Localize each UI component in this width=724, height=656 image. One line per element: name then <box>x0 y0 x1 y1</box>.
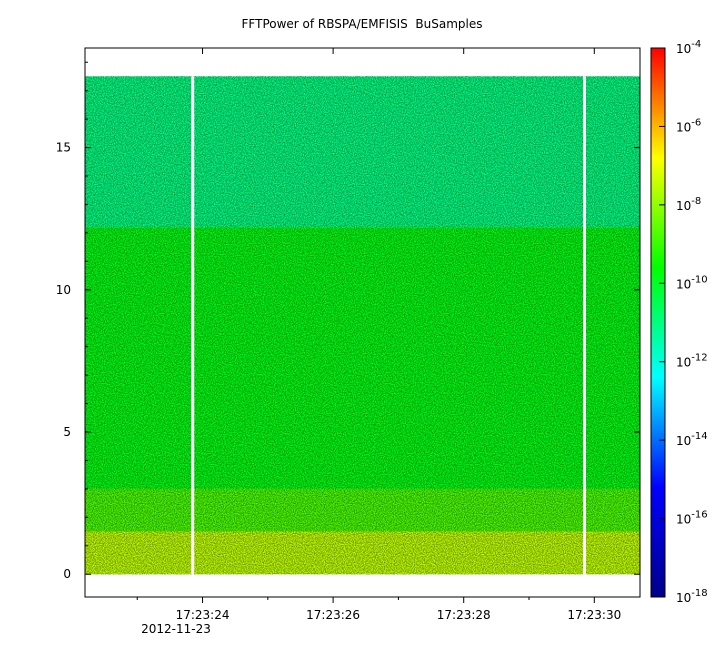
colorbar-tick-label: 10-14 <box>676 431 708 448</box>
colorbar-fill <box>651 48 665 597</box>
spectrogram-image <box>85 76 640 575</box>
colorbar-tick-label: 10-18 <box>676 588 708 605</box>
colorbar-tick-label: 10-8 <box>676 196 701 213</box>
colorbar-frame <box>650 47 666 598</box>
y-tick-label: 10 <box>56 283 71 297</box>
plot-frame <box>84 47 641 598</box>
colorbar-tick-label: 10-10 <box>676 274 708 291</box>
x-tick-label: 17:23:24 <box>176 608 230 622</box>
x-tick-label: 17:23:26 <box>306 608 360 622</box>
colorbar-ticks: 10-4 10-6 10-8 10-10 10-12 10-14 10-16 10-18 <box>659 39 708 605</box>
y-tick-label: 0 <box>63 567 71 581</box>
y-tick-label: 15 <box>56 141 71 155</box>
spectrum-noise <box>85 76 640 575</box>
colorbar-tick-label: 10-6 <box>676 117 701 134</box>
colorbar-tick-label: 10-12 <box>676 353 708 370</box>
date-label: 2012-11-23 <box>141 622 211 636</box>
x-tick-label: 17:23:30 <box>567 608 621 622</box>
colorbar: 10-4 10-6 10-8 10-10 10-12 10-14 10-16 10-18 <box>650 39 708 605</box>
data-gap <box>191 76 195 575</box>
colorbar-tick-label: 10-16 <box>676 510 708 527</box>
colorbar-tick-label: 10-4 <box>676 39 701 56</box>
data-gap <box>583 76 586 575</box>
x-tick-label: 17:23:28 <box>437 608 491 622</box>
chart-title: FFTPower of RBSPA/EMFISIS BuSamples <box>241 17 483 31</box>
y-tick-label: 5 <box>63 425 71 439</box>
y-axis: 0 5 10 15 <box>56 61 640 581</box>
x-axis: 17:23:24 17:23:26 17:23:28 17:23:30 <box>136 48 621 622</box>
